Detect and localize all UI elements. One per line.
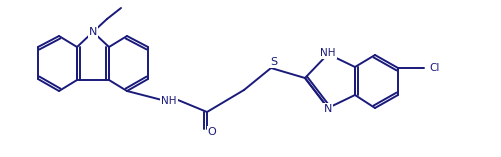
Text: N: N (89, 27, 97, 37)
Text: NH: NH (320, 48, 335, 58)
Text: Cl: Cl (429, 63, 439, 73)
Text: NH: NH (161, 96, 176, 106)
Text: O: O (207, 127, 216, 137)
Text: N: N (323, 104, 332, 114)
Text: S: S (270, 57, 277, 67)
